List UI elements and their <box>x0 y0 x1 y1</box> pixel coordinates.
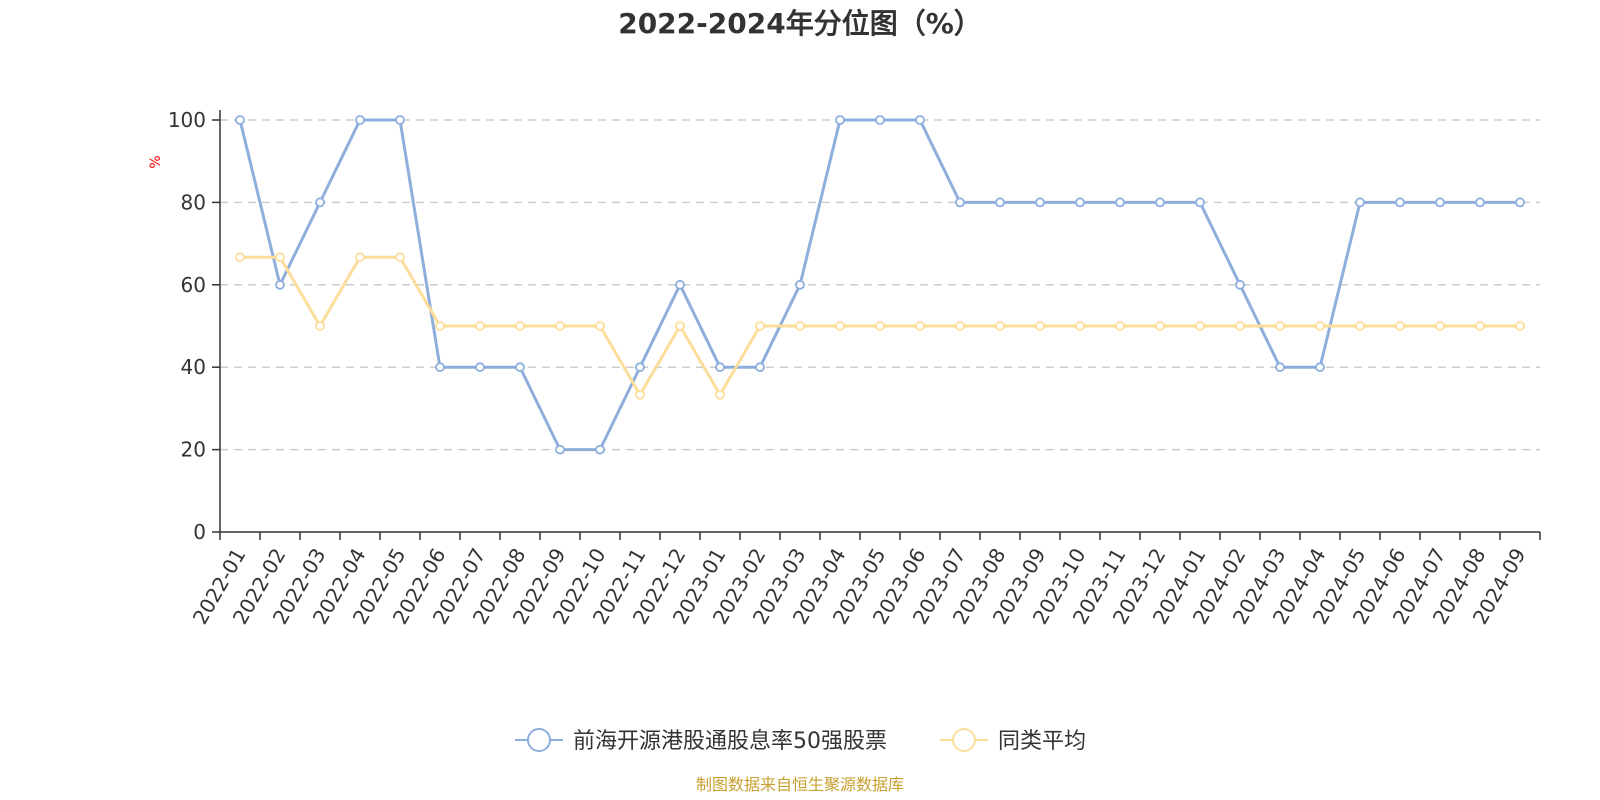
data-point[interactable] <box>1195 321 1205 331</box>
y-axis-label: % <box>148 155 164 168</box>
data-point[interactable] <box>1475 197 1485 208</box>
series-2 <box>235 252 1525 400</box>
series-1 <box>235 115 1525 455</box>
data-point[interactable] <box>235 252 245 263</box>
data-point[interactable] <box>235 115 245 125</box>
legend-label: 前海开源港股通股息率50强股票 <box>573 729 887 754</box>
data-point[interactable] <box>995 321 1005 331</box>
data-point[interactable] <box>915 115 925 125</box>
x-tick-labels: 2022-012022-022022-032022-042022-052022-… <box>188 532 1541 628</box>
legend-label: 同类平均 <box>998 729 1086 754</box>
data-point[interactable] <box>995 197 1005 208</box>
data-point[interactable] <box>355 252 365 263</box>
data-point[interactable] <box>355 115 365 125</box>
data-point[interactable] <box>1315 321 1325 331</box>
data-point[interactable] <box>395 252 405 263</box>
data-point[interactable] <box>555 444 565 455</box>
y-tick-label: 0 <box>193 520 206 544</box>
y-tick-label: 100 <box>168 108 206 132</box>
data-point[interactable] <box>635 362 645 373</box>
data-point[interactable] <box>1195 197 1205 208</box>
data-point[interactable] <box>795 279 805 290</box>
data-point[interactable] <box>875 115 885 125</box>
data-point[interactable] <box>515 321 525 331</box>
legend-item-1[interactable]: 前海开源港股通股息率50强股票 <box>515 728 887 754</box>
y-tick-label: 60 <box>181 273 206 297</box>
source-note: 制图数据来自恒生聚源数据库 <box>696 775 904 794</box>
data-point[interactable] <box>1275 321 1285 331</box>
data-point[interactable] <box>675 321 685 331</box>
data-point[interactable] <box>1155 321 1165 331</box>
data-point[interactable] <box>435 362 445 373</box>
data-point[interactable] <box>395 115 405 125</box>
data-point[interactable] <box>1355 197 1365 208</box>
data-point[interactable] <box>675 279 685 290</box>
data-point[interactable] <box>1035 321 1045 331</box>
data-point[interactable] <box>915 321 925 331</box>
data-point[interactable] <box>1315 362 1325 373</box>
data-point[interactable] <box>835 321 845 331</box>
data-point[interactable] <box>1395 321 1405 331</box>
grid-lines <box>220 119 1540 451</box>
data-point[interactable] <box>1115 197 1125 208</box>
data-point[interactable] <box>475 362 485 373</box>
legend-marker <box>527 728 551 752</box>
data-point[interactable] <box>1475 321 1485 331</box>
data-point[interactable] <box>315 321 325 331</box>
data-point[interactable] <box>1395 197 1405 208</box>
data-point[interactable] <box>1515 197 1525 208</box>
data-point[interactable] <box>1515 321 1525 331</box>
data-point[interactable] <box>1435 197 1445 208</box>
data-point[interactable] <box>715 362 725 373</box>
data-point[interactable] <box>1115 321 1125 331</box>
data-point[interactable] <box>875 321 885 331</box>
y-tick-label: 40 <box>181 355 206 379</box>
data-point[interactable] <box>1075 321 1085 331</box>
data-point[interactable] <box>795 321 805 331</box>
data-point[interactable] <box>635 389 645 400</box>
data-point[interactable] <box>1235 279 1245 290</box>
data-point[interactable] <box>595 444 605 455</box>
data-point[interactable] <box>275 279 285 290</box>
y-tick-label: 20 <box>181 438 206 462</box>
data-point[interactable] <box>1075 197 1085 208</box>
data-point[interactable] <box>555 321 565 331</box>
data-point[interactable] <box>755 362 765 373</box>
series-layer <box>235 115 1525 455</box>
axes <box>219 110 1540 533</box>
data-point[interactable] <box>955 321 965 331</box>
legend-item-2[interactable]: 同类平均 <box>940 728 1086 754</box>
data-point[interactable] <box>435 321 445 331</box>
data-point[interactable] <box>515 362 525 373</box>
data-point[interactable] <box>1035 197 1045 208</box>
data-point[interactable] <box>275 252 285 263</box>
data-point[interactable] <box>1235 321 1245 331</box>
data-point[interactable] <box>835 115 845 125</box>
data-point[interactable] <box>955 197 965 208</box>
legend-marker <box>952 728 976 752</box>
data-point[interactable] <box>1435 321 1445 331</box>
data-point[interactable] <box>1275 362 1285 373</box>
data-point[interactable] <box>315 197 325 208</box>
data-point[interactable] <box>1355 321 1365 331</box>
data-point[interactable] <box>755 321 765 331</box>
y-tick-labels: 0 20 40 60 80 100 <box>168 108 220 544</box>
legend[interactable]: 前海开源港股通股息率50强股票 同类平均 <box>515 728 1086 754</box>
data-point[interactable] <box>595 321 605 331</box>
data-point[interactable] <box>475 321 485 331</box>
chart-title: 2022-2024年分位图（%） <box>618 7 982 40</box>
data-point[interactable] <box>1155 197 1165 208</box>
data-point[interactable] <box>715 389 725 400</box>
y-tick-label: 80 <box>181 190 206 214</box>
